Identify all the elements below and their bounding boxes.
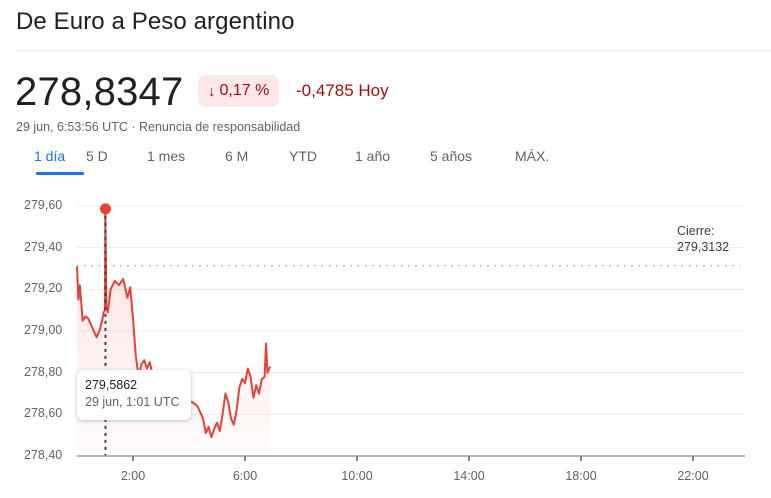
arrow-down-icon: ↓ <box>208 82 216 100</box>
tooltip-value: 279,5862 <box>85 378 138 392</box>
tab-6-m[interactable]: 6 M <box>225 148 249 164</box>
chart-plot[interactable] <box>0 180 771 498</box>
x-tick-label: 10:00 <box>341 469 373 483</box>
y-tick-label: 278,40 <box>24 448 63 462</box>
title-divider <box>16 50 771 51</box>
x-tick-label: 18:00 <box>565 469 597 483</box>
y-tick-label: 279,40 <box>24 239 63 254</box>
tab-ytd[interactable]: YTD <box>289 148 317 164</box>
y-tick-label: 279,60 <box>24 198 63 212</box>
y-tick-label: 278,60 <box>24 406 63 421</box>
tab-1-dia[interactable]: 1 día <box>34 148 86 175</box>
previous-close-label: Cierre: 279,3132 <box>677 223 729 255</box>
change-percent: 0,17 % <box>219 82 270 99</box>
tab-1-mes[interactable]: 1 mes <box>147 148 186 164</box>
x-axis-ticks <box>132 456 694 461</box>
change-value: -0,4785 Hoy <box>296 81 389 100</box>
timestamp: 29 jun, 6:53:56 UTC <box>16 120 128 134</box>
close-value: 279,3132 <box>677 240 730 254</box>
y-tick-label: 279,00 <box>24 323 63 337</box>
range-tabs: 1 día 5 D 1 mes 6 M YTD 1 año 5 años MÁX… <box>16 148 550 175</box>
price-chart[interactable]: 279,60 279,40 279,20 279,00 278,80 278,6… <box>0 180 771 498</box>
x-tick-label: 14:00 <box>453 469 485 483</box>
hover-tooltip: 279,5862 29 jun, 1:01 UTC <box>77 370 191 420</box>
tab-5-d[interactable]: 5 D <box>86 148 108 164</box>
x-tick-label: 6:00 <box>232 469 258 483</box>
hover-point <box>99 203 111 215</box>
y-tick-label: 278,80 <box>24 364 63 379</box>
disclaimer-link[interactable]: Renuncia de responsabilidad <box>138 120 301 134</box>
tab-5-anos[interactable]: 5 años <box>430 148 473 164</box>
y-tick-label: 279,20 <box>24 281 63 296</box>
page-title: De Euro a Peso argentino <box>16 8 295 35</box>
price-meta: 29 jun, 6:53:56 UTC · Renuncia de respon… <box>16 120 300 134</box>
tab-max[interactable]: MÁX. <box>515 148 550 164</box>
x-tick-label: 2:00 <box>120 469 146 483</box>
change-percent-badge: ↓ 0,17 % <box>198 75 280 107</box>
close-caption: Cierre: <box>677 224 715 238</box>
current-price: 278,8347 <box>15 70 184 114</box>
x-tick-label: 22:00 <box>677 469 709 483</box>
tooltip-time: 29 jun, 1:01 UTC <box>85 395 180 409</box>
meta-separator: · <box>127 120 139 134</box>
tab-1-ano[interactable]: 1 año <box>355 148 391 164</box>
